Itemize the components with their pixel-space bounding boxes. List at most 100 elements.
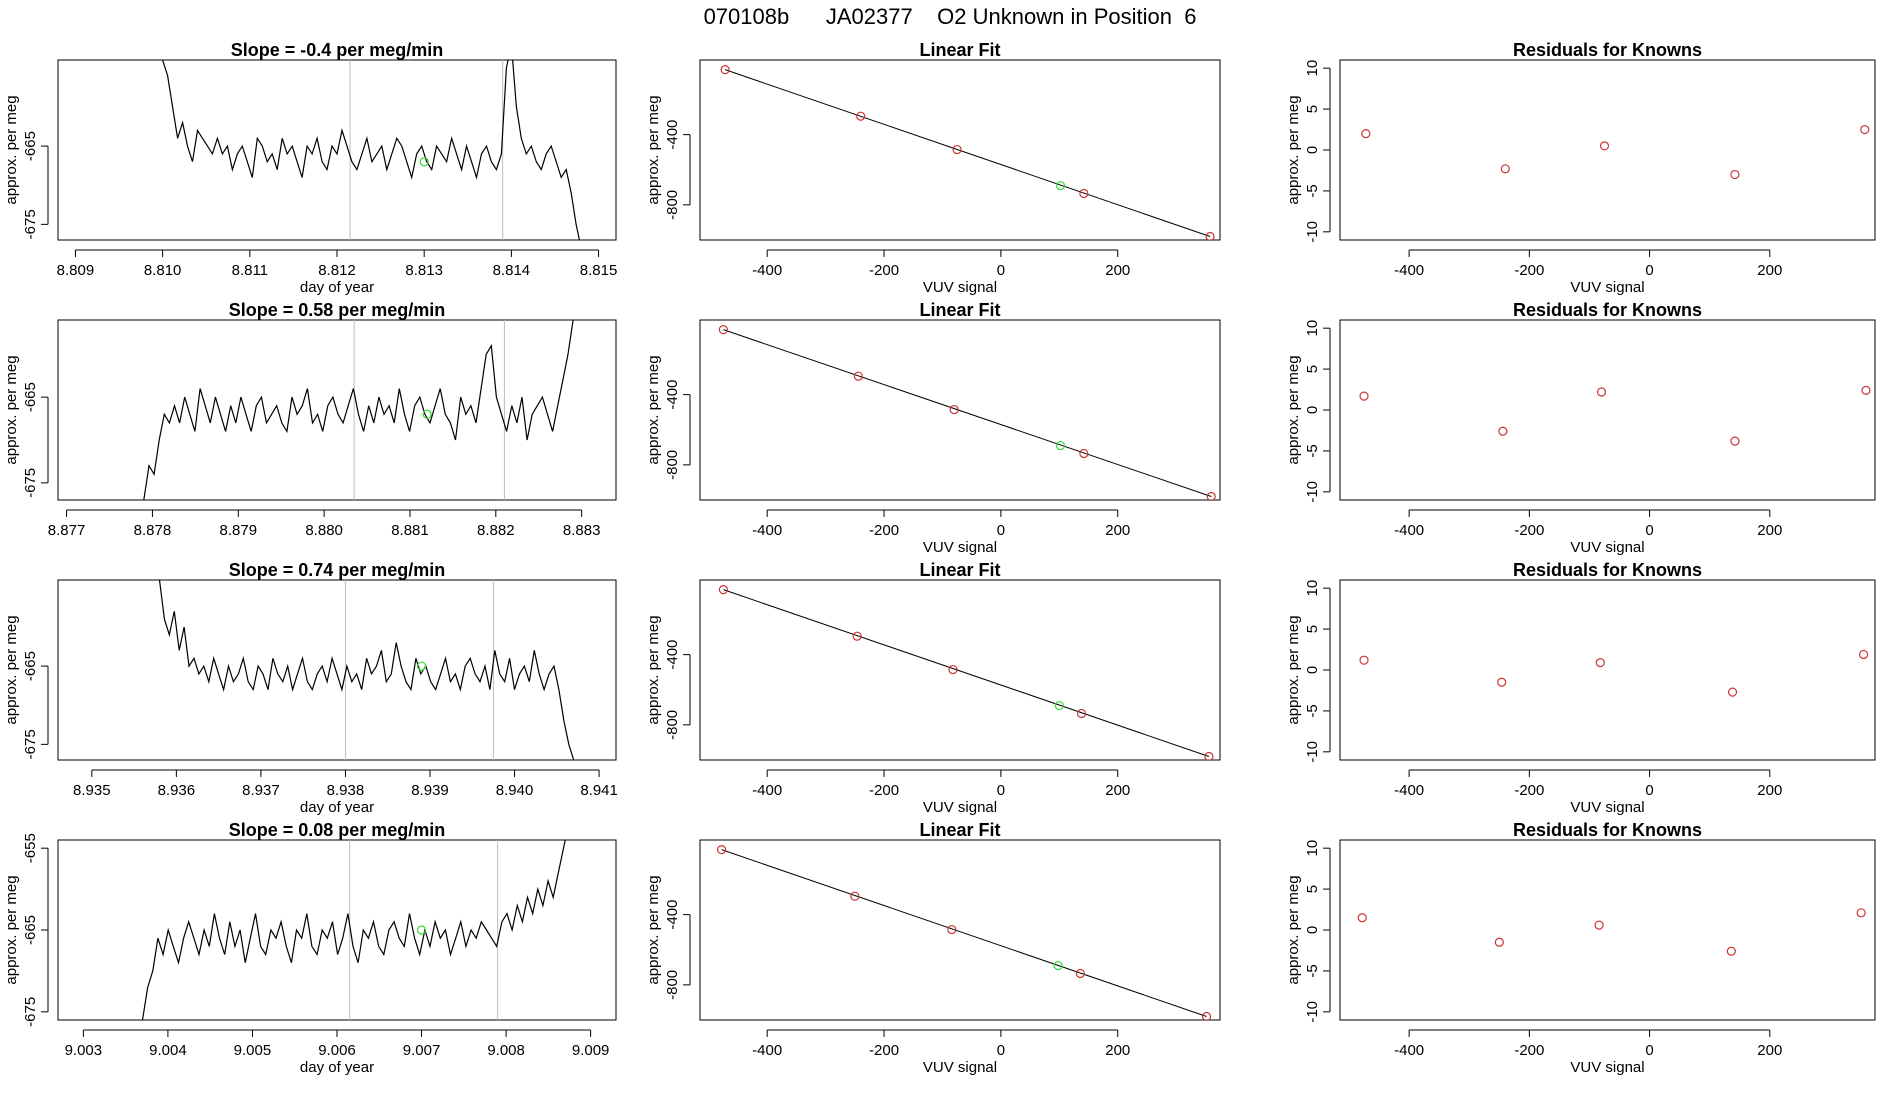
known-point (1861, 385, 1871, 395)
y-tick-label: -400 (664, 640, 681, 670)
chart-title: Linear Fit (919, 560, 1000, 580)
plot-area (717, 845, 1212, 1020)
x-tick-label: 9.003 (65, 1042, 103, 1059)
y-tick-label: -400 (664, 900, 681, 930)
plot-frame (1339, 59, 1876, 241)
y-tick-label: 0 (1304, 406, 1321, 414)
plot-area (1357, 908, 1866, 956)
plot-area (1359, 385, 1871, 446)
x-tick-label: -400 (752, 782, 782, 799)
x-tick-label: 0 (1645, 262, 1653, 279)
x-tick-label: 0 (1645, 522, 1653, 539)
plot-frame (57, 319, 617, 501)
x-tick-label: 200 (1105, 522, 1130, 539)
x-tick-label: 200 (1757, 522, 1782, 539)
known-point (1497, 677, 1507, 687)
x-tick-label: -400 (752, 262, 782, 279)
panel-time-series-row-2: Slope = 0.58 per meg/min 8.877 8.878 8.879 8… (3, 300, 617, 539)
y-tick-label: -5 (1304, 964, 1321, 977)
known-point (1730, 436, 1740, 446)
unknown-point (1055, 440, 1066, 451)
series-line (162, 60, 581, 240)
known-point (1359, 391, 1369, 401)
y-tick-label: 0 (1304, 146, 1321, 154)
known-point (1079, 188, 1089, 199)
chart-title: Linear Fit (919, 820, 1000, 840)
plot-frame (1339, 839, 1876, 1021)
chart-title: Linear Fit (919, 40, 1000, 60)
chart-title: Residuals for Knowns (1513, 40, 1702, 60)
x-tick-label: 0 (997, 522, 1005, 539)
y-tick-label: -800 (664, 970, 681, 1000)
panel-linear-fit-row-1: Linear Fit -400 -200 0 200 VUV signal -400 -800… (645, 40, 1221, 296)
x-tick-label: -200 (1514, 1042, 1544, 1059)
x-tick-label: 8.879 (220, 522, 258, 539)
chart-title: Residuals for Knowns (1513, 820, 1702, 840)
x-tick-label: 9.005 (234, 1042, 272, 1059)
x-tick-label: -200 (869, 1042, 899, 1059)
unknown-point (416, 925, 427, 935)
y-tick-label: -5 (1304, 444, 1321, 457)
y-tick-label: 10 (1304, 840, 1321, 857)
chart-title: Linear Fit (919, 300, 1000, 320)
known-point (853, 371, 863, 381)
x-tick-label: -400 (1394, 1042, 1424, 1059)
known-point (1079, 448, 1089, 459)
known-point (720, 65, 730, 75)
known-point (1595, 658, 1605, 668)
series-line (143, 320, 574, 500)
x-tick-label: 0 (997, 1042, 1005, 1059)
fit-line (723, 589, 1210, 757)
known-point (1204, 751, 1214, 760)
known-point (718, 325, 728, 335)
plot-frame (1339, 579, 1876, 761)
panel-time-series-row-3: Slope = 0.74 per meg/min 8.935 8.936 8.937 8… (3, 560, 618, 816)
x-axis-label: VUV signal (1570, 279, 1644, 296)
x-tick-label: -400 (752, 1042, 782, 1059)
x-axis-label: VUV signal (923, 279, 997, 296)
y-axis-label: approx. per meg (3, 615, 20, 724)
known-point (1361, 129, 1371, 139)
unknown-point (1054, 700, 1064, 711)
x-tick-label: 8.937 (242, 782, 280, 799)
x-tick-label: 200 (1105, 262, 1130, 279)
x-tick-label: 8.883 (563, 522, 601, 539)
y-tick-label: -675 (22, 209, 39, 239)
x-tick-label: -400 (1394, 522, 1424, 539)
panel-linear-fit-row-2: Linear Fit -400 -200 0 200 VUV signal -400 -800… (645, 300, 1221, 556)
unknown-point (1053, 960, 1063, 971)
known-point (1860, 124, 1870, 135)
x-tick-label: 8.935 (73, 782, 111, 799)
known-point (717, 845, 727, 855)
panel-time-series-row-1: Slope = -0.4 per meg/min 8.809 8.810 8.811 8… (3, 40, 617, 296)
x-tick-label: 8.938 (327, 782, 365, 799)
known-point (718, 585, 728, 595)
x-tick-label: 9.009 (572, 1042, 610, 1059)
chart-title: Slope = 0.74 per meg/min (229, 560, 446, 580)
y-tick-label: -800 (664, 710, 681, 740)
y-tick-label: 0 (1304, 926, 1321, 934)
known-point (1500, 164, 1510, 174)
x-tick-label: 8.812 (318, 262, 356, 279)
chart-title: Slope = -0.4 per meg/min (231, 40, 444, 60)
known-point (1594, 920, 1604, 930)
known-point (1726, 946, 1736, 956)
panel-residuals-row-4: Residuals for Knowns -400 -200 0 200 VUV sign… (1285, 820, 1876, 1076)
plot-area (162, 60, 581, 240)
x-tick-label: 9.008 (487, 1042, 525, 1059)
y-tick-label: 5 (1304, 105, 1321, 113)
x-tick-label: 200 (1757, 782, 1782, 799)
x-tick-label: -200 (1514, 262, 1544, 279)
x-tick-label: 8.939 (411, 782, 449, 799)
y-tick-label: -800 (664, 450, 681, 480)
x-tick-label: -400 (752, 522, 782, 539)
fit-line (724, 69, 1211, 237)
x-axis-label: VUV signal (1570, 1059, 1644, 1076)
unknown-point (416, 661, 427, 671)
known-point (1498, 426, 1508, 436)
plot-frame (699, 59, 1221, 241)
plot-frame (1339, 319, 1876, 501)
known-point (1727, 687, 1738, 697)
y-tick-label: 5 (1304, 885, 1321, 893)
x-axis-label: day of year (300, 279, 374, 296)
